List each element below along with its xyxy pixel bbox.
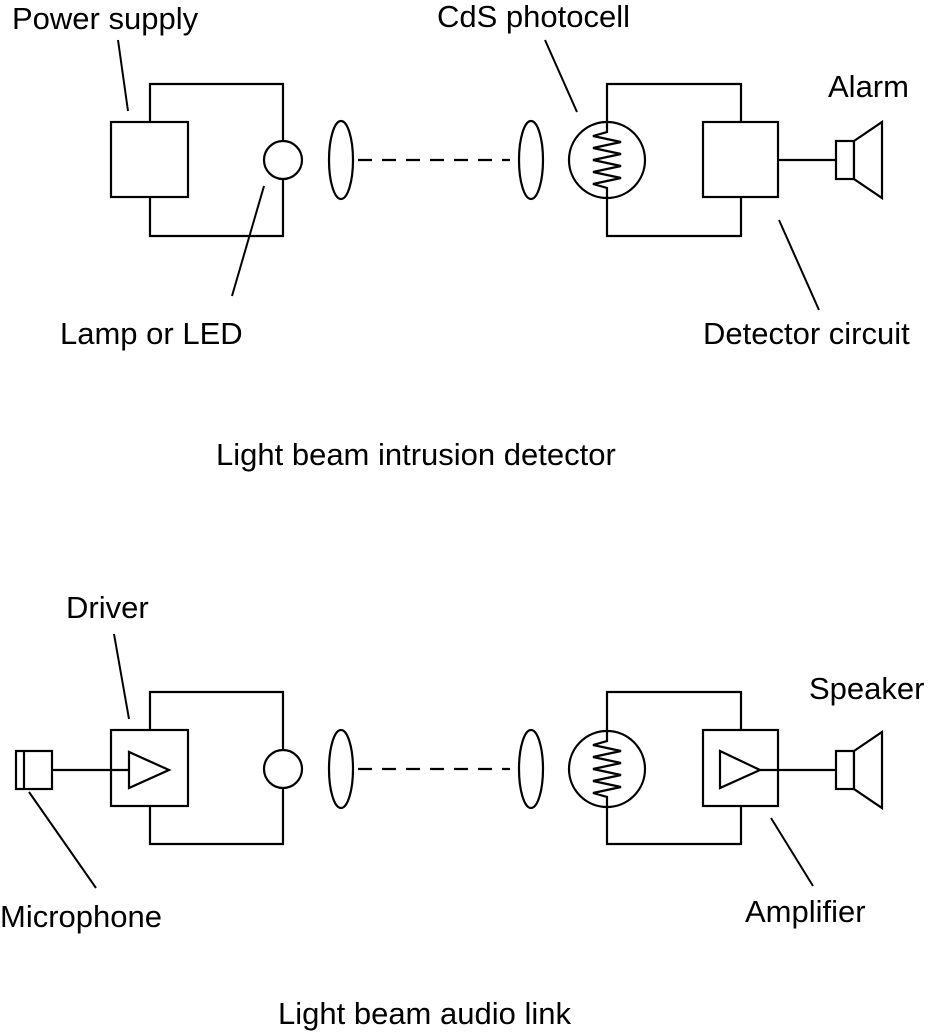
audio-transmit-lens-icon (327, 728, 355, 810)
microphone-icon (14, 749, 54, 791)
receive-lens-icon (517, 119, 545, 201)
detector-circuit-box (701, 120, 780, 199)
intrusion-detector: Power supply CdS photocell Alarm Lamp or… (12, 0, 910, 472)
audio-receiver-circuit (567, 690, 884, 846)
audio-link: Driver Speaker Microphone Amplifier Ligh… (0, 590, 924, 1031)
label-alarm: Alarm (828, 69, 909, 104)
alarm-speaker-icon (834, 119, 884, 201)
photocell-icon (567, 120, 647, 200)
label-lamp-or-led: Lamp or LED (60, 316, 243, 351)
label-microphone: Microphone (0, 899, 162, 934)
audio-photocell-icon (567, 729, 647, 809)
lamp-icon (262, 139, 304, 181)
transmitter-circuit (109, 82, 304, 238)
caption-intrusion-detector: Light beam intrusion detector (216, 437, 616, 472)
caption-audio-link: Light beam audio link (278, 996, 571, 1031)
label-speaker: Speaker (809, 671, 924, 706)
label-cds-photocell: CdS photocell (437, 0, 630, 34)
label-power-supply: Power supply (12, 1, 199, 36)
audio-transmitter-circuit (14, 690, 304, 846)
transmit-lens-icon (327, 119, 355, 201)
power-supply-box (109, 120, 190, 199)
audio-receive-lens-icon (517, 728, 545, 810)
photocell-resistor-icon (592, 122, 622, 198)
led-icon (262, 748, 304, 790)
receiver-circuit (567, 82, 884, 238)
audio-photocell-resistor-icon (592, 731, 622, 807)
amplifier-triangle-icon (718, 749, 763, 790)
label-driver: Driver (66, 590, 149, 625)
label-detector-circuit: Detector circuit (703, 316, 910, 351)
label-amplifier: Amplifier (745, 894, 866, 929)
speaker-icon (834, 729, 884, 811)
